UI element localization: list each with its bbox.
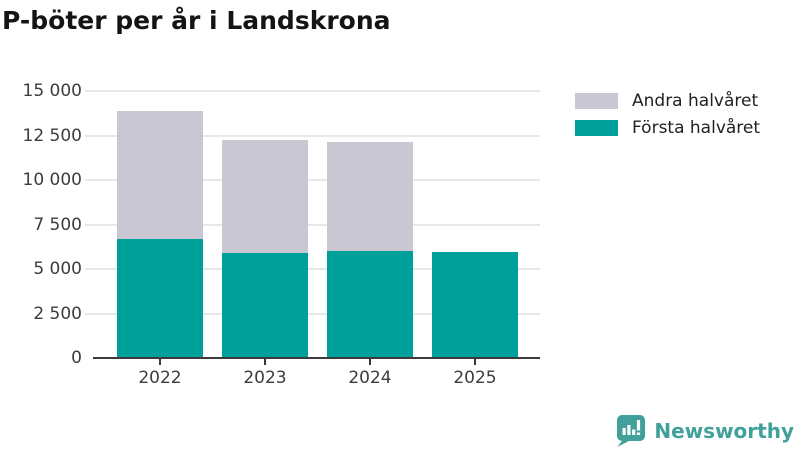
bar-2024-second-half — [327, 141, 413, 252]
bar-2023-first-half — [222, 252, 308, 358]
y-axis: 0 2 500 5 000 7 500 10 000 12 500 15 000 — [0, 81, 82, 368]
bar-2022-first-half — [117, 238, 203, 358]
newsworthy-logo: Newsworthy — [616, 414, 794, 447]
x-tick-2025 — [474, 358, 476, 365]
y-tick-label: 10 000 — [22, 170, 82, 190]
legend-swatch — [575, 93, 618, 109]
chart-title: P-böter per år i Landskrona — [2, 6, 391, 35]
x-tick-label: 2024 — [348, 368, 392, 388]
legend-item: Första halvåret — [575, 118, 761, 138]
gridline-7500 — [85, 223, 540, 226]
legend-swatch — [575, 120, 618, 136]
gridline-5000 — [85, 268, 540, 270]
y-tick-label: 7 500 — [33, 214, 82, 235]
y-tick-label: 5 000 — [33, 259, 82, 279]
bar-2022-second-half — [117, 110, 203, 239]
gridline-2500 — [85, 312, 540, 315]
bar-2023-second-half — [222, 139, 308, 253]
gridline-15000 — [85, 90, 540, 92]
x-tick-2023 — [264, 358, 266, 365]
bar-2024-first-half — [327, 251, 413, 358]
x-tick-label: 2022 — [138, 368, 182, 388]
x-tick-label: 2023 — [243, 368, 287, 388]
bar-chart-speech-bubble-icon — [617, 415, 646, 447]
x-tick-label: 2025 — [453, 368, 497, 388]
newsworthy-wordmark: Newsworthy — [654, 418, 794, 443]
plot-area: 2022 2023 2024 2025 — [85, 90, 540, 388]
y-tick-label: 2 500 — [33, 303, 82, 324]
legend-label: Första halvåret — [632, 118, 761, 138]
legend-item: Andra halvåret — [575, 91, 760, 111]
legend: Andra halvåret Första halvåret — [575, 91, 761, 147]
x-axis-line — [93, 357, 540, 359]
bar-2025-first-half — [432, 252, 518, 358]
x-tick-2022 — [159, 358, 161, 365]
legend-label: Andra halvåret — [632, 91, 759, 111]
gridline-10000 — [85, 179, 540, 181]
gridline-12500 — [85, 134, 540, 137]
y-tick-label: 15 000 — [22, 81, 82, 101]
y-tick-label: 12 500 — [22, 125, 82, 146]
y-tick-label: 0 — [71, 348, 82, 368]
x-tick-2024 — [369, 358, 371, 365]
